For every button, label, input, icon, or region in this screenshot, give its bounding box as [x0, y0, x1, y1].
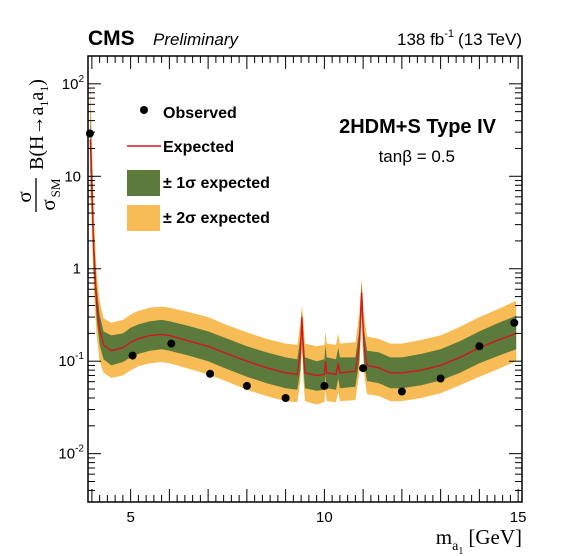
- x-axis-unit: [GeV]: [468, 525, 522, 549]
- legend-band1-marker: [127, 170, 160, 196]
- x-tick-label: 5: [126, 509, 134, 526]
- x-tick-label: 10: [316, 509, 333, 526]
- y-axis-branching: B(H→a1a1): [26, 79, 51, 170]
- y-axis-br-start: B(H→a: [26, 107, 48, 170]
- status-label: Preliminary: [153, 30, 240, 49]
- y-axis-br-sub1: 1: [37, 101, 51, 107]
- tick-labels: 5 10 15 10-2 10-1 1 10 102: [58, 74, 526, 526]
- y-axis-br-mid: a: [26, 92, 48, 101]
- x-axis-label: ma1 [GeV]: [436, 525, 522, 556]
- observed-point: [206, 369, 215, 378]
- legend-band2-label: ± 2σ expected: [163, 210, 270, 227]
- observed-point: [359, 364, 368, 373]
- y-axis-br-sub2: 1: [37, 86, 51, 92]
- param-label: tanβ = 0.5: [379, 147, 455, 166]
- axis-ticks: [88, 55, 522, 503]
- legend-observed-label: Observed: [163, 105, 237, 122]
- expected-bands: [90, 80, 517, 405]
- plot-frame: [87, 55, 523, 503]
- x-axis-sub1: a: [452, 539, 459, 554]
- energy-label: (13 TeV): [458, 30, 522, 49]
- y-axis-label: σ σ SM B(H→a1a1): [12, 79, 63, 212]
- y-axis-denominator-sub: SM: [48, 178, 63, 197]
- observed-point: [320, 381, 329, 390]
- observed-point: [85, 129, 94, 138]
- lumi-label: 138 fb-1 (13 TeV): [397, 28, 522, 49]
- observed-point: [510, 318, 519, 327]
- legend-band2-marker: [127, 205, 160, 231]
- y-axis-br-end: ): [26, 79, 48, 86]
- x-axis-symbol: m: [436, 525, 452, 549]
- y-tick-label: 10-2: [58, 444, 84, 463]
- observed-point: [436, 374, 445, 383]
- y-tick-label: 10: [64, 168, 81, 185]
- observed-point: [281, 394, 290, 402]
- y-tick-label: 102: [62, 74, 85, 93]
- x-axis-sub2: 1: [458, 546, 463, 556]
- legend-observed-marker: [140, 106, 148, 114]
- band-2sigma: [90, 80, 517, 405]
- y-tick-label: 1: [73, 261, 81, 278]
- x-tick-label: 15: [510, 509, 527, 526]
- observed-point: [167, 339, 176, 348]
- legend-band1-label: ± 1σ expected: [163, 175, 270, 192]
- y-tick-label: 10-1: [58, 351, 84, 370]
- observed-point: [475, 342, 484, 351]
- expected-curve-layer: [89, 139, 517, 377]
- legend: Observed Expected ± 1σ expected ± 2σ exp…: [127, 105, 270, 231]
- observed-point: [242, 381, 251, 390]
- observed-point: [397, 387, 406, 396]
- expected-line: [89, 139, 517, 377]
- y-axis-numerator: σ: [12, 191, 36, 202]
- band-1sigma: [90, 104, 517, 391]
- observed-point: [128, 351, 137, 360]
- legend-expected-label: Expected: [163, 139, 234, 156]
- observed-points-layer: [85, 129, 519, 402]
- lumi-exponent: -1: [444, 28, 454, 40]
- experiment-label: CMS: [88, 27, 135, 50]
- model-label: 2HDM+S Type IV: [339, 116, 497, 138]
- lumi-value: 138 fb: [397, 30, 444, 49]
- y-axis-denominator: σ: [36, 199, 60, 210]
